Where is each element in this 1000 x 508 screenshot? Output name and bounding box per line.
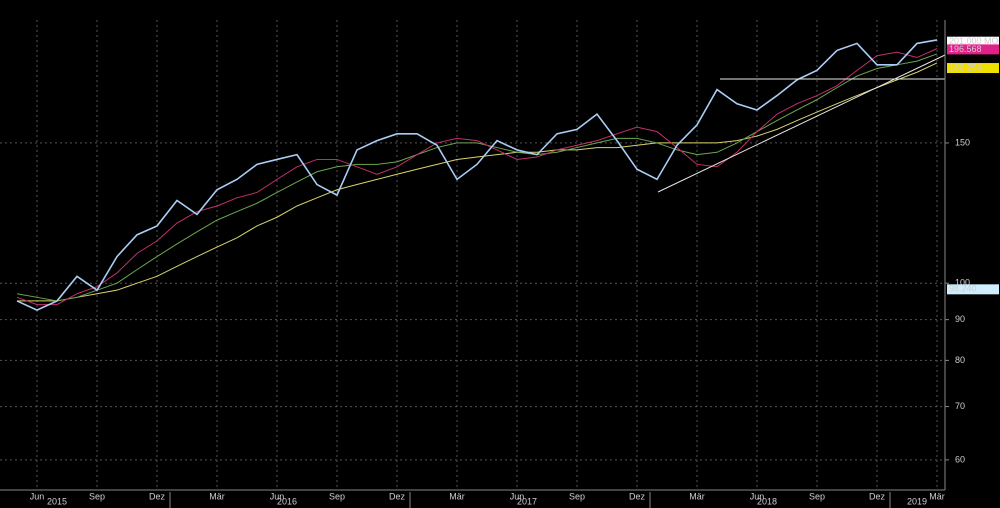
y-tick-label: 80 [955,355,965,365]
year-label: 2018 [757,496,777,506]
x-tick-label: Mär [449,491,465,501]
grid [0,20,945,490]
price-line [16,39,938,312]
moving-average [16,48,938,306]
x-tick-label: Jun [510,491,525,501]
x-tick-label: Mär [929,491,945,501]
year-label: 2016 [277,496,297,506]
year-label: 2019 [907,496,927,506]
y-tick-label: 90 [955,314,965,324]
x-tick-label: Sep [809,491,825,501]
trend-line [657,54,946,193]
x-tick-label: Jun [270,491,285,501]
x-tick-label: Jun [30,491,45,501]
price-label-box [947,284,999,295]
x-tick-label: Dez [389,491,406,501]
y-tick-label: 150 [955,137,970,147]
year-label: 2017 [517,496,537,506]
x-tick-label: Sep [89,491,105,501]
x-tick-label: Mär [689,491,705,501]
x-tick-label: Mär [209,491,225,501]
y-tick-label: 70 [955,401,965,411]
price-label: 98.240 [949,284,977,294]
y-tick-label: 100 [955,278,970,288]
price-label: 196.568 [949,44,982,54]
moving-average [16,53,938,302]
price-label: 201.000 MO [949,36,999,46]
x-tick-label: Sep [569,491,585,501]
x-tick-label: Dez [629,491,646,501]
price-label-box [947,63,999,74]
x-tick-label: Sep [329,491,345,501]
x-tick-label: Dez [869,491,886,501]
price-label-box [947,44,999,55]
x-tick-label: Dez [149,491,166,501]
price-label: 186.254 [949,62,982,72]
y-tick-label: 60 [955,454,965,464]
x-tick-label: Jun [750,491,765,501]
moving-average [17,62,938,302]
year-label: 2015 [47,496,67,506]
marks [16,39,938,312]
price-label-box [947,36,999,47]
